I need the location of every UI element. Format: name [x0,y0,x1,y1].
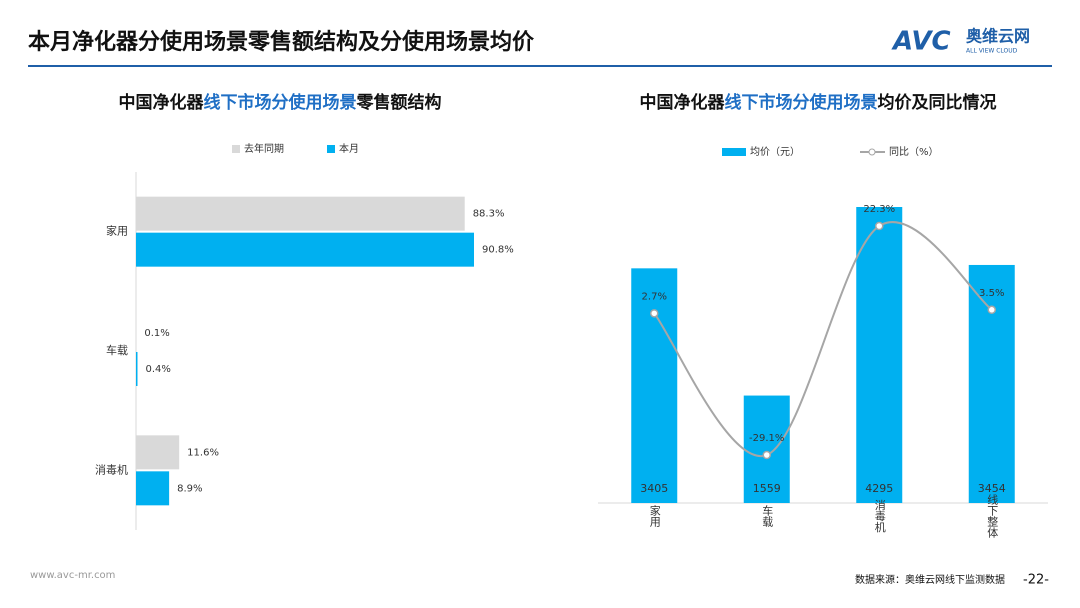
value-label: 8.9% [177,483,202,494]
y-tick-label: 消毒机 [95,462,128,476]
x-tick-label: 消毒机 [873,498,886,532]
legend-label: 同比（%） [889,146,939,158]
bar [136,196,465,231]
value-label: 4295 [865,482,893,495]
bar [136,471,170,506]
title-part: 中国净化器 [119,92,205,113]
logo-mark: AVC [891,27,951,57]
value-label: 2.7% [642,291,667,302]
title-part: 均价及同比情况 [878,92,997,113]
value-label: 1559 [753,482,781,495]
value-label: 3454 [978,482,1006,495]
value-label: 22.3% [863,204,895,215]
page-title: 本月净化器分使用场景零售额结构及分使用场景均价 [28,29,535,55]
legend-swatch [232,145,240,153]
legend-swatch [327,145,335,153]
value-label: 3405 [640,482,668,495]
bar [743,395,790,503]
value-label: -29.1% [749,433,784,444]
value-label: 90.8% [482,245,514,256]
website: www.avc-mr.com [30,570,115,581]
title-part: 线下市场分使用场景 [725,92,878,113]
bar [856,207,903,503]
bar [136,352,138,386]
x-tick-label: 家用 [648,504,661,528]
y-tick-label: 车载 [106,343,128,357]
bar [968,264,1015,503]
page-number: -22- [1023,573,1049,588]
value-label: 3.5% [979,288,1004,299]
x-tick-label: 车载 [761,504,774,527]
line-marker [987,305,996,315]
line-marker [875,221,884,231]
x-tick-label: 线下整体 [986,493,999,538]
bar [631,268,678,503]
legend-marker [868,148,876,156]
value-label: 0.4% [145,364,170,375]
line-marker [762,450,771,460]
chart-title: 中国净化器线下市场分使用场景均价及同比情况 [640,92,997,113]
bar [136,232,474,267]
y-tick-label: 家用 [106,224,128,238]
source: 数据来源：奥维云网线下监测数据 [855,573,1005,586]
value-label: 0.1% [144,328,169,339]
logo-name: 奥维云网 [966,27,1030,46]
chart-title: 中国净化器线下市场分使用场景零售额结构 [119,92,442,113]
legend-label: 均价（元） [750,146,800,158]
bar [136,435,180,470]
title-part: 中国净化器 [640,92,726,113]
title-part: 线下市场分使用场景 [204,92,357,113]
value-label: 11.6% [187,447,219,458]
line [653,221,993,458]
legend-label: 本月 [339,142,359,155]
line-marker [650,309,659,318]
title-part: 零售额结构 [356,92,442,113]
logo-tagline: ALL VIEW CLOUD [966,48,1018,55]
legend-label: 去年同期 [244,142,284,155]
value-label: 88.3% [473,209,505,220]
legend-swatch [722,148,746,156]
